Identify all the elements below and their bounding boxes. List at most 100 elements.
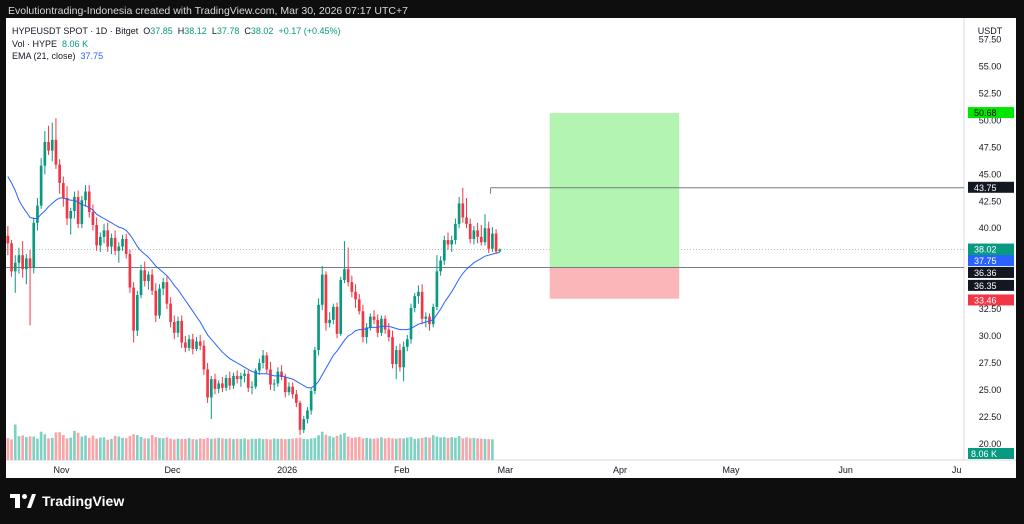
y-tick-label: 52.50 xyxy=(979,88,1002,98)
volume-bar xyxy=(50,437,54,460)
candle-body xyxy=(50,139,54,151)
volume-bar xyxy=(409,437,413,460)
candle-body xyxy=(365,327,368,338)
volume-label: 8.06 K xyxy=(971,449,997,459)
volume-bar xyxy=(54,432,58,460)
candle-body xyxy=(343,269,346,280)
volume-bar xyxy=(468,438,472,460)
volume-bar xyxy=(391,438,394,460)
candle-body xyxy=(483,228,487,243)
candle-body xyxy=(158,288,161,316)
candle-body xyxy=(405,339,409,347)
volume-bar xyxy=(243,438,246,460)
price-label: 36.35 xyxy=(974,281,997,291)
volume-bar xyxy=(106,439,110,460)
candle-body xyxy=(139,270,143,296)
legend-ema-row[interactable]: EMA (21, close) 37.75 xyxy=(12,50,340,63)
volume-bar xyxy=(479,438,483,460)
candle-body xyxy=(98,236,102,246)
legend-volume-label: Vol · HYPE xyxy=(12,38,58,49)
candle-body xyxy=(369,316,372,328)
candle-body xyxy=(124,239,128,255)
chart-caption: Evolutiontrading-Indonesia created with … xyxy=(8,5,408,17)
volume-bar xyxy=(313,438,317,460)
y-tick-label: 45.00 xyxy=(979,169,1002,179)
volume-bar xyxy=(380,437,383,460)
legend-close: 38.02 xyxy=(250,26,274,36)
price-label-bg xyxy=(968,266,1014,278)
position-target-zone xyxy=(549,113,680,268)
candle-body xyxy=(324,274,328,324)
volume-bar xyxy=(354,437,357,460)
candle-body xyxy=(62,182,65,199)
chart-legend: HYPEUSDT SPOT · 1D · Bitget O37.85 H38.1… xyxy=(12,25,340,63)
candle-body xyxy=(376,319,380,333)
volume-bar xyxy=(361,438,365,460)
volume-bar xyxy=(73,430,76,460)
candle-body xyxy=(317,304,320,351)
candle-body xyxy=(339,279,343,334)
volume-bar xyxy=(132,434,135,460)
volume-bar xyxy=(387,437,391,460)
legend-open: 37.85 xyxy=(150,26,173,36)
volume-bar xyxy=(457,436,461,460)
candle-body xyxy=(161,282,165,289)
volume-bar xyxy=(376,438,380,460)
volume-bar xyxy=(491,439,494,460)
candle-body xyxy=(202,345,206,370)
candle-body xyxy=(21,255,24,270)
legend-change: +0.17 (+0.45%) xyxy=(278,26,341,36)
candle-body xyxy=(409,307,413,340)
price-label: 38.02 xyxy=(974,245,997,255)
candle-body xyxy=(176,320,180,333)
y-tick-label: 22.50 xyxy=(979,412,1002,422)
volume-bar xyxy=(439,437,442,460)
candle-body xyxy=(476,230,479,237)
volume-bar xyxy=(58,432,61,460)
candle-body xyxy=(121,239,124,247)
candle-body xyxy=(402,346,405,368)
candle-body xyxy=(439,260,442,272)
candle-body xyxy=(65,198,69,219)
volume-bar xyxy=(62,435,65,460)
candle-body xyxy=(165,282,169,304)
volume-bar xyxy=(110,438,113,460)
volume-bar xyxy=(80,436,84,460)
volume-bar xyxy=(191,439,195,460)
candle-body xyxy=(446,240,450,245)
candle-body xyxy=(454,223,457,241)
candle-body xyxy=(398,350,402,368)
candle-body xyxy=(58,164,61,183)
candle-body xyxy=(306,410,309,420)
volume-bar xyxy=(172,439,176,460)
candle-body xyxy=(272,383,276,385)
candle-body xyxy=(487,228,491,249)
candle-body xyxy=(221,383,224,388)
price-label-bg xyxy=(968,294,1014,306)
candle-body xyxy=(87,191,91,213)
volume-bar xyxy=(283,439,287,460)
legend-symbol-row: HYPEUSDT SPOT · 1D · Bitget O37.85 H38.1… xyxy=(12,25,340,38)
volume-bar xyxy=(428,437,431,460)
candle-body xyxy=(132,287,135,331)
candle-body xyxy=(69,210,73,219)
y-tick-label: 25.00 xyxy=(979,385,1002,395)
price-label: 33.46 xyxy=(974,295,997,305)
chart-frame[interactable]: USDT 57.50 55.00 52.50 50.00 47.50 45.00 42.50 4… xyxy=(6,18,1016,478)
volume-bar xyxy=(98,437,102,460)
volume-bar xyxy=(187,438,191,460)
candle-body xyxy=(461,203,465,218)
x-tick-label: Jun xyxy=(838,465,853,475)
volume-bar xyxy=(154,437,158,460)
price-label-bg xyxy=(968,279,1014,291)
legend-symbol[interactable]: HYPEUSDT SPOT · 1D · Bitget xyxy=(12,26,139,36)
volume-bar xyxy=(357,436,361,460)
legend-volume-row[interactable]: Vol · HYPE 8.06 K xyxy=(12,38,340,51)
volume-bar xyxy=(121,437,124,460)
volume-bar xyxy=(32,436,36,460)
volume-bar xyxy=(217,437,221,460)
volume-bar xyxy=(206,437,209,460)
candle-body xyxy=(117,246,121,251)
tradingview-logo[interactable]: TradingView xyxy=(10,493,124,509)
